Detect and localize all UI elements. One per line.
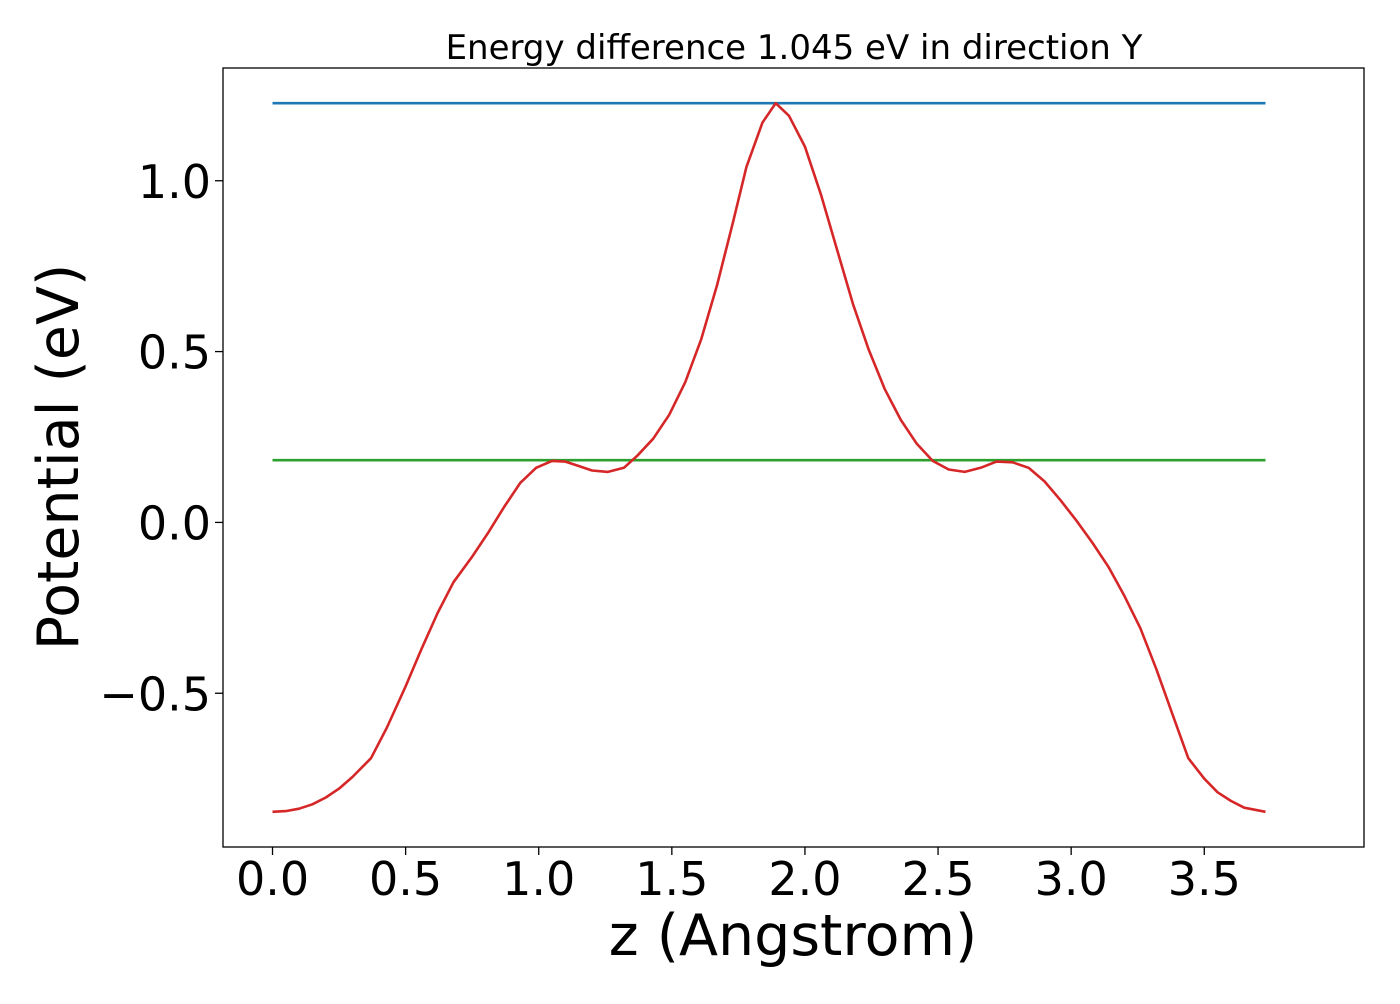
x-tick-label: 0.5: [369, 852, 442, 906]
chart-title: Energy difference 1.045 eV in direction …: [446, 28, 1143, 68]
x-tick-label: 2.0: [768, 852, 841, 906]
y-tick-label: 0.5: [138, 326, 211, 380]
y-axis-label: Potential (eV): [26, 264, 92, 650]
plot-frame: [222, 67, 1365, 848]
series-layer: [272, 101, 1266, 814]
x-tick-label: 1.5: [635, 852, 708, 906]
x-tick-label: 1.0: [502, 852, 575, 906]
y-tick-label: 1.0: [138, 155, 211, 209]
x-tick-label: 0.0: [236, 852, 309, 906]
plot-area: [222, 67, 1365, 848]
x-tick-label: 2.5: [901, 852, 974, 906]
x-axis-label: z (Angstrom): [609, 903, 977, 969]
x-tick-label: 3.0: [1035, 852, 1108, 906]
y-tick-label: −0.5: [99, 667, 211, 721]
y-tick-label: 0.0: [138, 496, 211, 550]
y-axis: −0.5 0.0 0.5 1.0: [99, 155, 223, 721]
series-line-3: [272, 101, 1266, 814]
x-tick-label: 3.5: [1168, 852, 1241, 906]
x-axis: 0.0 0.5 1.0 1.5 2.0 2.5 3.0 3.5: [236, 847, 1241, 906]
